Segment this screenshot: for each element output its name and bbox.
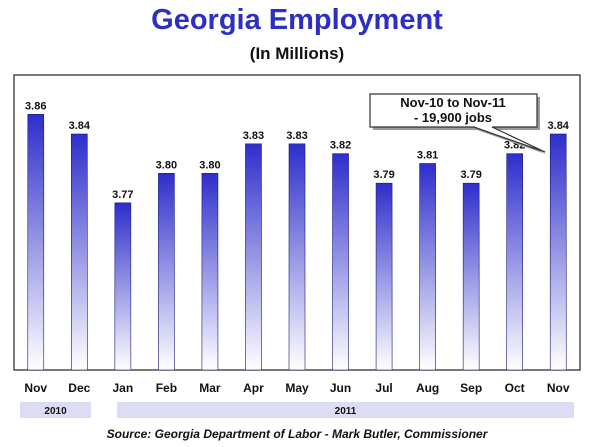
category-label-4: Mar	[199, 381, 221, 395]
chart-subtitle: (In Millions)	[249, 44, 345, 63]
callout-line-1: Nov-10 to Nov-11	[400, 95, 505, 110]
callout-box	[369, 93, 546, 153]
bar-6	[288, 143, 306, 371]
category-label-1: Dec	[68, 381, 90, 395]
bar-12	[549, 133, 567, 371]
category-label-5: Apr	[243, 381, 264, 395]
bar-10	[462, 182, 480, 371]
year-band-2011	[117, 402, 575, 418]
annotation-callout: Nov-10 to Nov-11 - 19,900 jobs	[369, 93, 548, 155]
bar-0	[27, 114, 45, 371]
bar-3	[158, 173, 175, 371]
category-label-8: Jul	[375, 381, 392, 395]
bar-value-label-4: 3.80	[199, 159, 220, 171]
chart-title: Georgia Employment	[151, 4, 443, 36]
bar-value-label-1: 3.84	[69, 120, 91, 132]
bar-value-label-3: 3.80	[156, 159, 177, 171]
year-label-2011: 2011	[335, 406, 357, 417]
bar-4	[201, 173, 219, 371]
category-label-11: Oct	[505, 381, 525, 395]
bar-11	[506, 153, 523, 371]
bar-8	[375, 182, 393, 371]
category-label-12: Nov	[547, 381, 570, 395]
year-band-2010	[20, 402, 92, 418]
category-label-3: Feb	[156, 381, 177, 395]
bar-value-label-9: 3.81	[417, 150, 438, 162]
callout-line-2: - 19,900 jobs	[414, 110, 492, 125]
category-label-9: Aug	[416, 381, 439, 395]
category-label-0: Nov	[24, 381, 47, 395]
bar-2	[114, 202, 132, 371]
category-label-2: Jan	[113, 381, 134, 395]
bar-9	[419, 163, 436, 371]
category-label-6: May	[285, 381, 309, 395]
bar-value-label-6: 3.83	[286, 130, 307, 142]
bar-value-label-7: 3.82	[330, 140, 351, 152]
bar-value-label-12: 3.84	[548, 120, 570, 132]
year-label-2010: 2010	[44, 406, 67, 417]
bar-value-label-10: 3.79	[460, 169, 481, 181]
category-label-10: Sep	[460, 381, 482, 395]
bar-1	[71, 133, 88, 371]
bar-value-label-5: 3.83	[243, 130, 264, 142]
source-note: Source: Georgia Department of Labor - Ma…	[106, 427, 488, 441]
bar-5	[245, 143, 262, 371]
category-label-7: Jun	[330, 381, 351, 395]
bar-value-label-0: 3.86	[25, 100, 46, 112]
bar-value-label-2: 3.77	[112, 189, 133, 201]
bar-value-label-8: 3.79	[373, 169, 394, 181]
bar-7	[332, 153, 349, 371]
